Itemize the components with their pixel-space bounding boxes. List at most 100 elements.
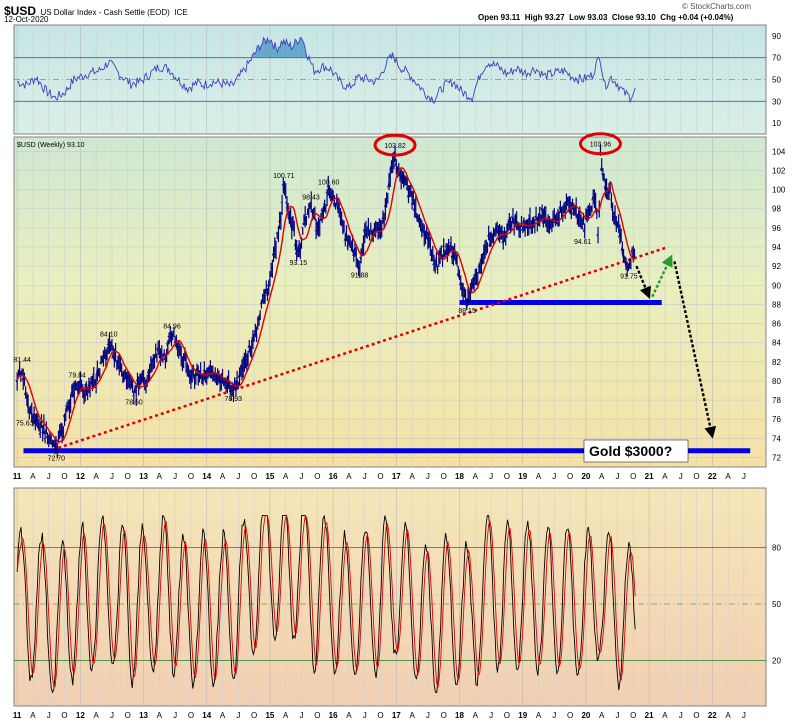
price-bar-open [104, 354, 107, 359]
x-axis-label: 13 [139, 711, 148, 720]
price-bar-open [269, 271, 272, 276]
price-bar-open [603, 186, 606, 191]
price-bar-open [207, 367, 210, 372]
price-bar-open [607, 191, 610, 196]
price-bar-open [320, 209, 323, 213]
price-bar-open [248, 351, 251, 354]
price-bar-open [256, 324, 259, 327]
x-axis-label: A [725, 711, 731, 720]
price-bar-open [94, 379, 97, 382]
price-bar-open [197, 373, 200, 378]
price-bar-open [110, 341, 113, 348]
price-tick-label: 72 [772, 453, 781, 462]
price-bar-open [279, 217, 282, 223]
price-bar-open [245, 364, 248, 367]
x-axis-label: O [61, 472, 67, 481]
price-bar-open [141, 376, 144, 382]
rsi-tick-label: 70 [772, 54, 781, 63]
price-bar-open [21, 377, 24, 381]
price-annotations: 81.44 75.63 72.70 79.84 84.10 78.60 84.96 78.93… [13, 142, 637, 463]
price-bar-open [505, 234, 508, 237]
price-annotation: 103.82 [384, 143, 406, 150]
price-ticks: 104 102 100 98 96 94 92 90 88 86 84 82 80 78 76 74 72 [772, 147, 786, 462]
price-bar-open [594, 202, 596, 204]
price-tick-label: 100 [772, 186, 786, 195]
price-bar-open [441, 245, 445, 249]
price-bar-open [46, 439, 50, 443]
price-bar-open [167, 335, 170, 338]
x-axis-label: O [504, 472, 510, 481]
projection-arrows [635, 254, 717, 439]
price-bar-open [261, 301, 263, 303]
price-bar-open [465, 303, 468, 309]
price-bar-open [342, 228, 345, 233]
x-axis-label: A [30, 711, 36, 720]
price-bar-open [273, 247, 276, 252]
price-tick-label: 92 [772, 262, 781, 271]
x-axis-label: A [93, 472, 99, 481]
price-bar-open [202, 369, 205, 373]
price-bar-open [25, 396, 28, 399]
x-axis-label: O [188, 472, 194, 481]
price-bar-open [16, 374, 19, 377]
price-bar-open [430, 259, 432, 262]
price-bar-open [313, 217, 316, 219]
stochastic-panel: 80 50 20 [13, 487, 781, 707]
x-axis-label: O [314, 472, 320, 481]
price-annotation: 94.61 [574, 239, 592, 246]
price-bar-open [558, 206, 561, 212]
price-bar-open [108, 348, 112, 352]
price-bar-open [341, 222, 344, 225]
price-bar-open [569, 208, 572, 215]
price-bar-open [533, 220, 536, 227]
price-bar-open [264, 289, 267, 291]
price-bar-open [247, 344, 250, 348]
price-bar-open [45, 435, 48, 440]
price-bar-open [324, 205, 327, 212]
x-axis-label: O [567, 711, 573, 720]
price-bar-open [156, 347, 159, 354]
x-axis-label: A [536, 711, 542, 720]
x-axis-label: A [93, 711, 99, 720]
price-bar-open [60, 432, 63, 436]
price-bar-open [513, 214, 516, 220]
price-bar-open [175, 348, 178, 350]
x-axis-label: J [742, 711, 746, 720]
price-bar-open [506, 223, 509, 229]
price-bar-open [563, 206, 566, 209]
price-bar-open [484, 245, 487, 250]
x-axis-label: 16 [329, 711, 338, 720]
price-bar-open [353, 247, 356, 251]
price-bar-open [528, 214, 531, 222]
stochastic-panel-bg [13, 487, 767, 707]
price-bar-open [49, 439, 52, 444]
price-bar-open [518, 228, 521, 233]
stochastic-series [16, 514, 636, 694]
x-axis-label: 19 [518, 711, 527, 720]
price-bar-open [67, 406, 70, 410]
price-bar-open [564, 200, 567, 204]
price-tick-label: 74 [772, 434, 781, 443]
price-bar-open [418, 223, 422, 229]
price-bar-open [23, 391, 27, 396]
price-bar-open [601, 172, 604, 177]
price-bar-open [308, 207, 311, 210]
price-bar-open [629, 263, 632, 265]
price-bar-open [500, 237, 503, 239]
price-bar-open [107, 341, 110, 347]
price-bar-open [360, 248, 363, 254]
rsi-line [17, 36, 636, 104]
x-axis-label: A [536, 472, 542, 481]
x-axis-label: 15 [265, 711, 274, 720]
price-tick-label: 98 [772, 205, 781, 214]
price-bar-open [316, 227, 319, 232]
price-bar-open [188, 374, 191, 377]
price-bar-open [439, 251, 442, 256]
price-bar-open [319, 218, 322, 221]
price-bar-open [576, 215, 579, 221]
x-axis-label: A [662, 711, 668, 720]
price-bar-open [152, 357, 155, 362]
price-bar-open [209, 366, 212, 372]
price-bar-open [230, 386, 233, 388]
rsi-tick-label: 50 [772, 76, 781, 85]
